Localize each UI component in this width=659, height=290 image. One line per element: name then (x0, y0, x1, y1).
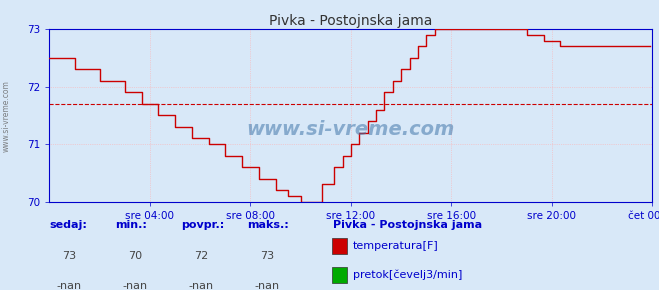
Text: sedaj:: sedaj: (49, 220, 87, 230)
Text: maks.:: maks.: (247, 220, 289, 230)
Text: 73: 73 (62, 251, 76, 261)
Text: pretok[čevelj3/min]: pretok[čevelj3/min] (353, 269, 462, 280)
Text: -nan: -nan (254, 281, 279, 290)
Title: Pivka - Postojnska jama: Pivka - Postojnska jama (270, 14, 432, 28)
Text: min.:: min.: (115, 220, 147, 230)
Text: povpr.:: povpr.: (181, 220, 225, 230)
Text: Pivka - Postojnska jama: Pivka - Postojnska jama (333, 220, 482, 230)
Text: temperatura[F]: temperatura[F] (353, 241, 438, 251)
Text: -nan: -nan (188, 281, 214, 290)
Text: 70: 70 (128, 251, 142, 261)
Text: www.si-vreme.com: www.si-vreme.com (2, 80, 11, 152)
Text: -nan: -nan (123, 281, 148, 290)
Text: 73: 73 (260, 251, 274, 261)
Text: www.si-vreme.com: www.si-vreme.com (246, 119, 455, 139)
Text: -nan: -nan (57, 281, 82, 290)
Text: 72: 72 (194, 251, 208, 261)
